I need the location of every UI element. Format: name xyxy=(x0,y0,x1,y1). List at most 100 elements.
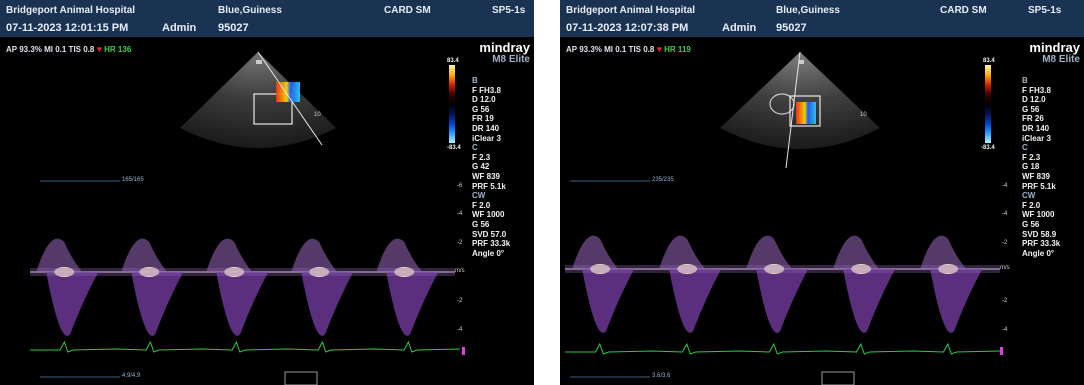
heart-icon: ♥ xyxy=(656,44,662,54)
param-value: F 2.3 xyxy=(472,152,491,162)
right-graphics xyxy=(565,51,1003,385)
date-time: 07-11-2023 12:01:15 PM xyxy=(6,22,129,34)
param-value: G 56 xyxy=(1022,219,1040,229)
color-scale-bar xyxy=(985,65,991,143)
doppler-envelope-down xyxy=(582,269,635,333)
doppler-envelope-up xyxy=(746,235,793,269)
param-value: PRF 5.1k xyxy=(472,181,506,191)
model-name: M8 Elite xyxy=(492,54,530,65)
doppler-baseline-band xyxy=(30,268,455,276)
param-value: iClear 3 xyxy=(472,133,501,143)
param-value: G 18 xyxy=(1022,162,1040,172)
doppler-envelope-down xyxy=(301,272,354,336)
probe-orientation-marker xyxy=(256,60,262,64)
color-roi-box xyxy=(789,95,821,127)
param-value: DR 140 xyxy=(1022,123,1050,133)
patient-name: Blue,Guiness xyxy=(776,5,840,16)
doppler-spectrum xyxy=(30,238,455,336)
param-value: D 12.0 xyxy=(472,95,496,105)
patient-id: 95027 xyxy=(776,22,807,34)
date-time: 07-11-2023 12:07:38 PM xyxy=(566,22,689,34)
preset-label: CARD SM xyxy=(940,5,987,16)
brand-block: mindray M8 Elite xyxy=(479,40,530,65)
doppler-bright-band xyxy=(394,267,415,277)
param-value: FR 19 xyxy=(472,114,494,124)
scale-tick: -4 xyxy=(1002,327,1008,333)
doppler-envelope-down xyxy=(46,272,99,336)
doppler-bright-band xyxy=(54,267,75,277)
header-bar: Bridgeport Animal Hospital Blue,Guiness … xyxy=(560,0,1084,37)
brand-logo: mindray xyxy=(1029,40,1080,55)
ultrasound-panel-right: Bridgeport Animal Hospital Blue,Guiness … xyxy=(560,0,1084,385)
doppler-envelope-down xyxy=(843,269,896,333)
left-graphics xyxy=(30,51,465,385)
doppler-envelope-down xyxy=(216,272,269,336)
patient-id: 95027 xyxy=(218,22,249,34)
heart-rate: HR 136 xyxy=(104,45,132,54)
param-value: G 56 xyxy=(472,219,490,229)
doppler-envelope-down xyxy=(669,269,722,333)
param-section-heading: CW xyxy=(1022,191,1036,201)
scale-tick: -4 xyxy=(1002,183,1008,189)
doppler-bright-band xyxy=(677,264,698,274)
hospital-name: Bridgeport Animal Hospital xyxy=(6,5,136,16)
param-value: Angle 0° xyxy=(472,248,505,258)
param-value: DR 140 xyxy=(472,123,500,133)
param-value: F 2.0 xyxy=(472,200,491,210)
patient-name: Blue,Guiness xyxy=(218,5,282,16)
doppler-envelope-up xyxy=(206,238,253,272)
heart-icon: ♥ xyxy=(96,44,102,54)
color-roi-box xyxy=(253,93,293,125)
doppler-envelope-up xyxy=(920,235,967,269)
header-bar: Bridgeport Animal Hospital Blue,Guiness … xyxy=(0,0,534,37)
param-value: Angle 0° xyxy=(1022,248,1055,258)
doppler-envelope-up xyxy=(36,238,83,272)
doppler-envelope-down xyxy=(386,272,439,336)
doppler-envelope-down xyxy=(930,269,983,333)
doppler-bright-band xyxy=(309,267,330,277)
scale-tick: -6 xyxy=(457,183,463,189)
doppler-bright-band xyxy=(938,264,959,274)
scale-tick: -2 xyxy=(1002,240,1008,246)
doppler-bright-band xyxy=(851,264,872,274)
color-flow xyxy=(276,82,300,102)
probe-label: SP5-1s xyxy=(1028,5,1062,16)
param-value: SVD 57.0 xyxy=(472,229,507,239)
brand-logo: mindray xyxy=(479,40,530,55)
doppler-spectrum xyxy=(565,235,1000,333)
param-value: FR 26 xyxy=(1022,114,1044,124)
ecg-marker xyxy=(1000,347,1003,355)
velocity-unit: m/s xyxy=(455,268,465,274)
doppler-envelope-up xyxy=(376,238,423,272)
color-flow xyxy=(796,102,816,124)
doppler-envelope-down xyxy=(756,269,809,333)
status-line: AP 93.3% MI 0.1 TIS 0.8 ♥ HR 119 xyxy=(566,44,691,54)
doppler-envelope-up xyxy=(833,235,880,269)
param-value: PRF 33.3k xyxy=(472,239,511,249)
doppler-bright-band xyxy=(590,264,611,274)
param-section-heading: B xyxy=(472,76,478,85)
sweep-label: 3.6/3.6 xyxy=(652,373,671,379)
ecg-marker xyxy=(462,347,465,355)
cw-cursor-line xyxy=(257,51,323,146)
param-value: WF 839 xyxy=(1022,171,1051,181)
scale-tick: -4 xyxy=(1002,211,1008,217)
preset-label: CARD SM xyxy=(384,5,431,16)
param-value: WF 839 xyxy=(472,171,501,181)
param-value: F FH3.8 xyxy=(1022,85,1051,95)
param-value: G 42 xyxy=(472,162,490,172)
sector-depth-tick: 10 xyxy=(860,112,867,118)
cw-cursor-line xyxy=(785,51,801,169)
colorbar-max: 83.4 xyxy=(447,58,459,64)
bmode-sector xyxy=(720,52,880,149)
thumbnail-box xyxy=(284,371,318,385)
probe-label: SP5-1s xyxy=(492,5,526,16)
colorbar-min: -83.4 xyxy=(447,145,461,151)
operator: Admin xyxy=(722,22,757,34)
param-value: SVD 58.9 xyxy=(1022,229,1057,239)
color-scale-bar xyxy=(449,65,455,143)
doppler-bright-band xyxy=(139,267,160,277)
colorbar-max: 83.4 xyxy=(983,58,995,64)
bmode-sector xyxy=(180,52,336,148)
